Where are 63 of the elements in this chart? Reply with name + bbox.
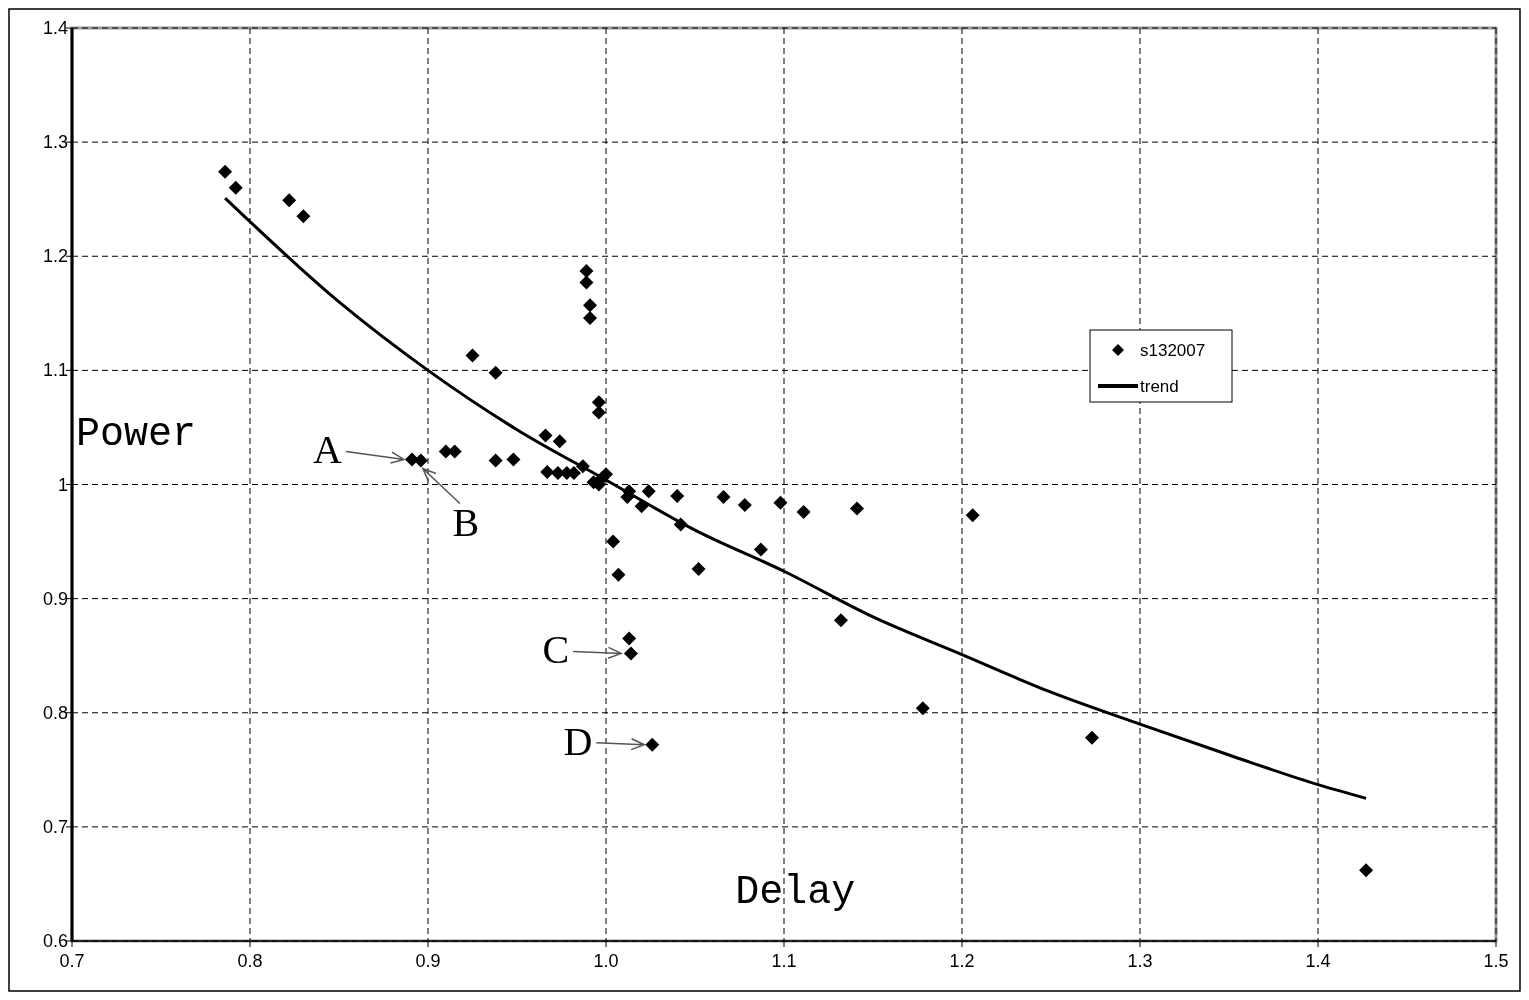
y-tick-label: 0.6	[42, 931, 68, 951]
y-axis-title: Power	[76, 411, 197, 457]
point	[773, 495, 788, 510]
x-tick-label: 1.3	[1127, 951, 1153, 971]
point	[413, 453, 428, 468]
point	[833, 613, 848, 628]
point	[849, 501, 864, 516]
x-tick-label: 0.9	[415, 951, 441, 971]
point	[228, 180, 243, 195]
point	[582, 298, 597, 313]
point	[645, 737, 660, 752]
point	[915, 701, 930, 716]
point	[641, 484, 656, 499]
annotation: C	[542, 627, 570, 673]
point	[579, 275, 594, 290]
point	[965, 508, 980, 523]
y-tick-label: 1.4	[42, 18, 68, 38]
annotation: B	[452, 499, 480, 545]
point	[591, 405, 606, 420]
point	[591, 395, 606, 410]
x-tick-label: 1.4	[1305, 951, 1331, 971]
x-tick-label: 1.5	[1483, 951, 1509, 971]
y-tick-label: 0.9	[42, 588, 68, 609]
y-tick-label: 1.3	[42, 132, 68, 153]
x-tick-label: 1.0	[593, 951, 619, 971]
annotation: D	[563, 718, 593, 764]
point	[540, 464, 555, 479]
legend-label: trend	[1140, 377, 1179, 396]
x-tick-label: 0.8	[237, 951, 263, 971]
point	[488, 365, 503, 380]
point	[670, 488, 685, 503]
point	[623, 646, 638, 661]
point	[506, 452, 521, 467]
point	[796, 504, 811, 519]
point	[716, 490, 731, 505]
x-axis-title: Delay	[735, 870, 856, 916]
point	[579, 264, 594, 279]
point	[538, 428, 553, 443]
point	[282, 193, 297, 208]
point	[582, 310, 597, 325]
y-tick-label: 1.1	[42, 360, 68, 381]
point	[606, 534, 621, 549]
y-tick-label: 1	[57, 474, 68, 495]
x-tick-label: 0.7	[59, 951, 85, 971]
point	[465, 348, 480, 363]
point	[296, 209, 311, 224]
x-tick-label: 1.2	[949, 951, 975, 971]
point	[737, 498, 752, 513]
point	[622, 631, 637, 646]
y-tick-label: 1.2	[42, 246, 68, 267]
y-tick-label: 0.8	[42, 702, 68, 723]
annotation: A	[313, 427, 343, 473]
point	[1084, 730, 1099, 745]
point	[611, 567, 626, 582]
point	[753, 542, 768, 557]
point	[691, 561, 706, 576]
legend-label: s132007	[1140, 341, 1206, 360]
point	[1359, 863, 1374, 878]
point	[488, 453, 503, 468]
x-tick-label: 1.1	[771, 951, 797, 971]
y-tick-label: 0.7	[42, 816, 68, 837]
point	[218, 164, 233, 179]
point	[552, 434, 567, 449]
